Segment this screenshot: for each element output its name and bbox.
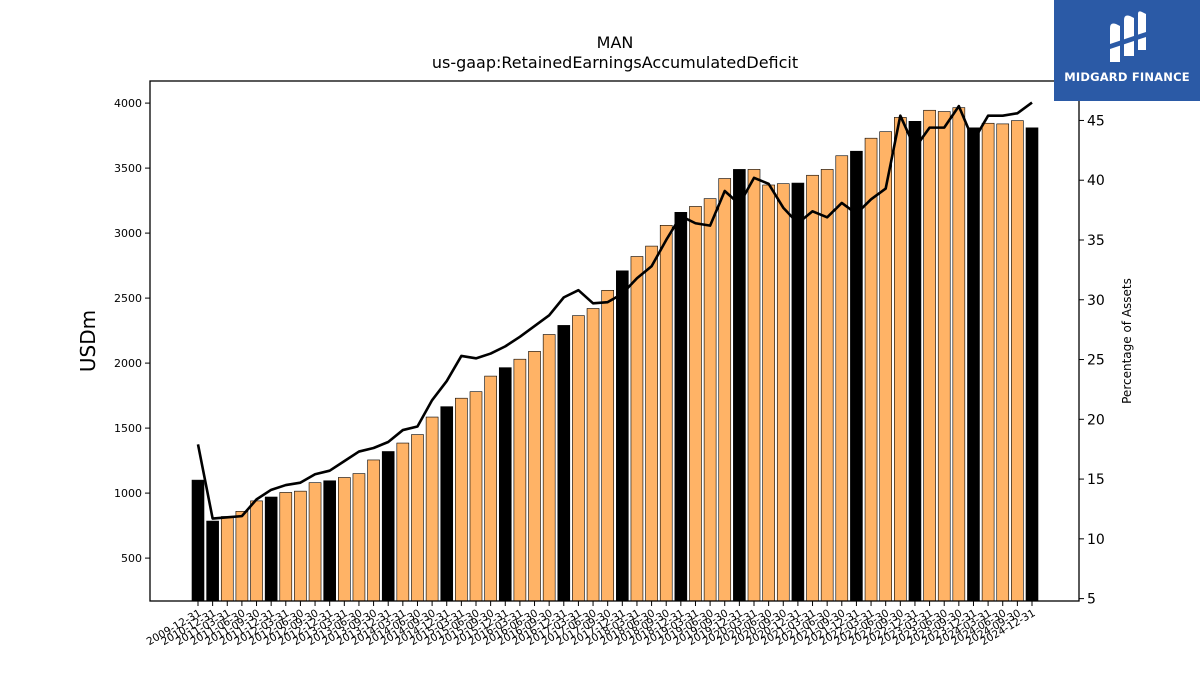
bar-2021-12-31 <box>850 150 863 602</box>
bar-2015-09-30 <box>484 375 497 602</box>
y-tick-label: 1000 <box>114 487 142 500</box>
bar-2009-12-31 <box>191 479 205 602</box>
y2-tick-label: 35 <box>1087 233 1105 249</box>
bar-2011-12-31 <box>264 496 278 602</box>
bar-2018-09-30 <box>659 225 673 602</box>
y2-tick-label: 20 <box>1087 412 1105 428</box>
bars-group <box>191 107 1039 602</box>
bar-2016-03-31 <box>513 358 527 602</box>
bar-2019-06-30 <box>703 198 717 602</box>
bar-2012-03-31 <box>279 492 293 602</box>
bar-2020-09-30 <box>776 183 790 602</box>
y-tick-label: 2500 <box>114 292 142 305</box>
bar-2012-09-30 <box>308 482 322 602</box>
bar-2019-12-31 <box>733 169 746 602</box>
bar-2013-06-30 <box>352 473 366 602</box>
bar-2018-06-30 <box>645 245 658 602</box>
y2-tick-label: 10 <box>1087 532 1105 548</box>
y2-axis-label: Percentage of Assets <box>1120 278 1134 404</box>
bar-2021-03-31 <box>806 174 819 602</box>
bar-2017-03-31 <box>572 315 585 602</box>
bar-2023-06-30 <box>937 111 951 602</box>
bar-2014-09-30 <box>425 416 439 602</box>
y2-tick-label: 25 <box>1087 353 1105 369</box>
y-tick-label: 500 <box>121 552 142 565</box>
right-axis-ticks: 5 10 15 20 25 30 35 40 45 <box>1079 113 1105 608</box>
bar-2024-12-31 <box>1025 127 1039 602</box>
bar-2023-12-31 <box>967 127 980 602</box>
bar-2024-09-30 <box>1011 120 1024 602</box>
bar-2015-12-31 <box>498 367 512 602</box>
bar-2017-12-31 <box>616 270 629 602</box>
bar-2024-03-31 <box>981 122 995 602</box>
bar-2013-09-30 <box>367 459 380 602</box>
percentage-line <box>196 101 1033 520</box>
chart-subtitle: us-gaap:RetainedEarningsAccumulatedDefic… <box>432 53 798 72</box>
bar-2015-06-30 <box>469 391 483 602</box>
bar-2023-03-31 <box>923 109 936 602</box>
bar-2019-03-31 <box>689 206 702 602</box>
logo-badge: MIDGARD FINANCE <box>1054 0 1200 101</box>
bar-2023-09-30 <box>952 107 966 602</box>
bar-2017-06-30 <box>586 308 600 602</box>
y-tick-label: 3500 <box>114 162 142 175</box>
bar-2018-12-31 <box>674 212 688 602</box>
bar-2018-03-31 <box>630 256 644 602</box>
bar-2012-12-31 <box>323 480 336 602</box>
y-tick-label: 1500 <box>114 422 142 435</box>
bar-2022-12-31 <box>908 121 922 602</box>
y-tick-label: 2000 <box>114 357 142 370</box>
x-axis-ticks: 2009-12-312010-12-312011-03-312011-06-30… <box>145 601 1038 648</box>
brand-name: MIDGARD FINANCE <box>1064 70 1190 84</box>
y-tick-label: 3000 <box>114 227 142 240</box>
bar-2021-09-30 <box>835 155 849 602</box>
bar-2010-12-31 <box>206 520 219 602</box>
y2-tick-label: 45 <box>1087 113 1105 129</box>
y-axis-label: USDm <box>76 310 100 372</box>
bar-2013-12-31 <box>381 451 395 602</box>
y2-tick-label: 5 <box>1087 592 1096 608</box>
bar-2011-06-30 <box>235 510 249 602</box>
bar-2020-06-30 <box>762 184 775 602</box>
bar-2016-06-30 <box>528 351 541 602</box>
y-tick-label: 4000 <box>114 97 142 110</box>
bar-2014-06-30 <box>411 434 424 602</box>
bar-2011-09-30 <box>250 500 263 602</box>
bar-2022-03-31 <box>864 137 878 602</box>
y2-tick-label: 15 <box>1087 472 1105 488</box>
bar-2012-06-30 <box>294 490 307 602</box>
left-axis-ticks: 500 1000 1500 2000 2500 3000 3500 4000 <box>114 97 150 565</box>
bar-2019-09-30 <box>718 178 732 602</box>
bar-2011-03-31 <box>220 516 234 602</box>
bar-2022-06-30 <box>879 131 892 602</box>
bar-2020-03-31 <box>747 169 761 602</box>
bar-2020-12-31 <box>791 182 805 602</box>
bar-2014-03-31 <box>396 442 410 602</box>
y2-tick-label: 30 <box>1087 293 1105 309</box>
bar-2015-03-31 <box>455 397 468 602</box>
bar-2024-06-30 <box>996 123 1010 602</box>
bar-2022-09-30 <box>894 117 907 602</box>
y2-tick-label: 40 <box>1087 173 1105 189</box>
plot-frame <box>149 80 1080 602</box>
bar-2014-12-31 <box>440 406 454 602</box>
bar-2016-12-31 <box>557 325 571 602</box>
bar-2017-09-30 <box>601 289 614 602</box>
midgard-logo-icon <box>1102 10 1152 72</box>
chart-title: MAN <box>597 33 634 52</box>
bar-2013-03-31 <box>338 477 351 602</box>
bar-2016-09-30 <box>542 334 556 602</box>
bar-2021-06-30 <box>820 169 834 602</box>
